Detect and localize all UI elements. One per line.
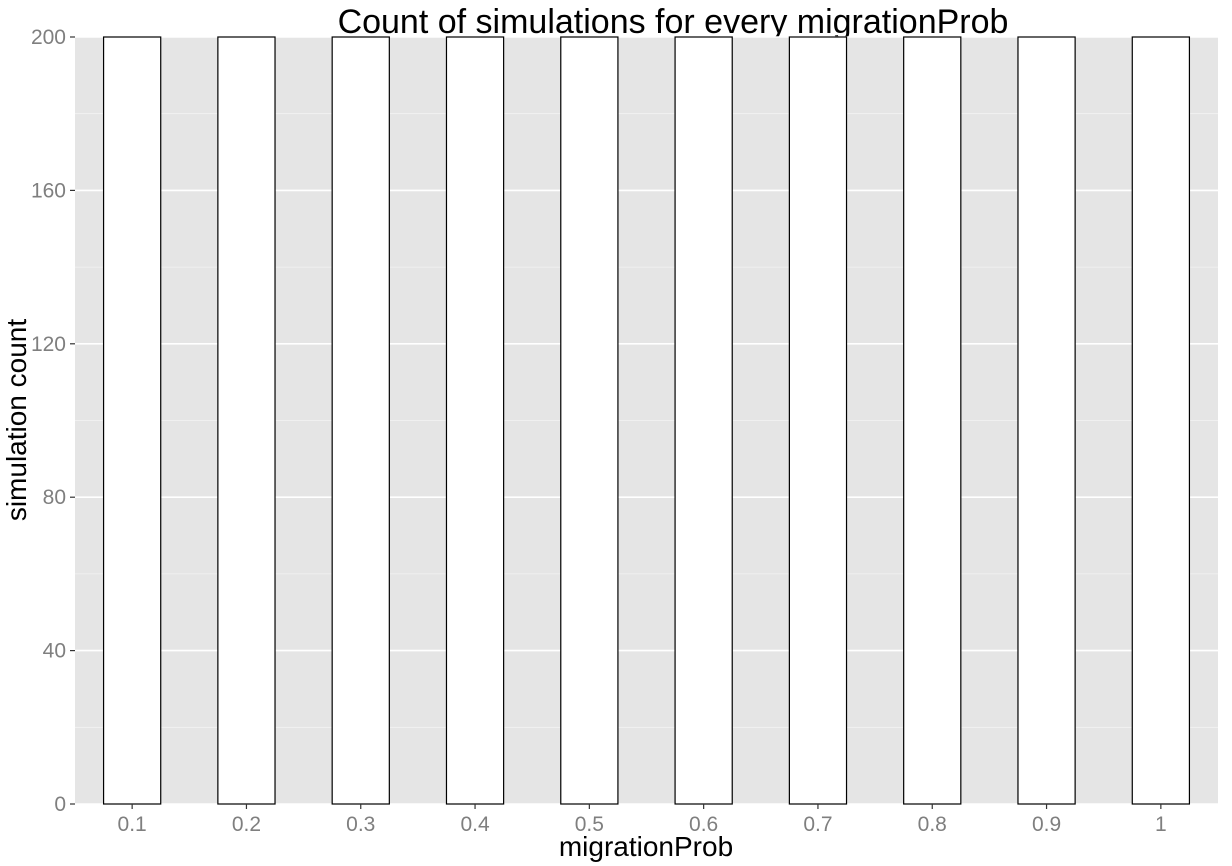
bar-0.6 (674, 36, 733, 805)
bar-0.5 (560, 36, 619, 805)
x-tick-label: 0.3 (346, 813, 375, 836)
y-tick-label: 160 (31, 179, 66, 202)
x-tick-label: 0.8 (918, 813, 947, 836)
chart-title: Count of simulations for every migration… (338, 3, 1009, 41)
x-tick-label: 0.9 (1032, 813, 1061, 836)
x-tick-label: 0.1 (118, 813, 147, 836)
bar-0.7 (788, 36, 848, 805)
bars (102, 36, 1191, 805)
bar-0.4 (445, 36, 505, 805)
bar-0.2 (217, 36, 276, 805)
x-tick-label: 0.7 (803, 813, 832, 836)
y-tick-label: 200 (31, 26, 66, 49)
bar-0.3 (331, 36, 390, 805)
x-tick-label: 0.2 (232, 813, 261, 836)
y-tick-label: 40 (43, 640, 66, 663)
bar-0.1 (102, 36, 162, 805)
x-tick-label: 0.6 (689, 813, 718, 836)
x-tick-label: 0.4 (460, 813, 490, 836)
y-axis: 0 40 80 120 160 200 (31, 26, 75, 816)
y-tick-label: 120 (31, 333, 66, 356)
y-tick-label: 80 (43, 486, 66, 509)
bar-0.9 (1017, 36, 1076, 805)
x-axis: 0.1 0.2 0.3 0.4 0.5 0.6 0.7 0.8 0.9 1 (118, 804, 1167, 836)
bar-1 (1131, 36, 1191, 805)
x-tick-label: 0.5 (575, 813, 604, 836)
bar-0.8 (903, 36, 962, 805)
x-tick-label: 1 (1155, 813, 1167, 836)
y-tick-label: 0 (54, 793, 66, 816)
y-axis-title: simulation count (1, 319, 32, 522)
x-axis-title: migrationProb (559, 831, 733, 862)
